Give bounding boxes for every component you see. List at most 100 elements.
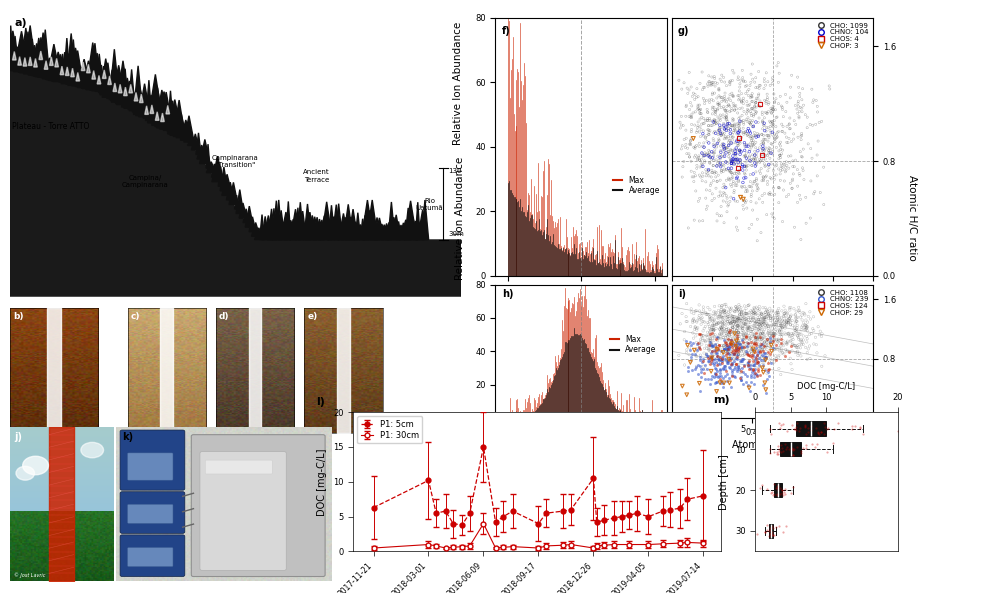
Point [721, 328, 737, 337]
Point [760, 307, 776, 316]
Point [730, 305, 746, 314]
Point [813, 331, 829, 341]
Point [713, 190, 729, 200]
Point [718, 126, 734, 135]
Point [748, 341, 763, 350]
Point [767, 98, 783, 107]
Point [737, 301, 752, 311]
Point [701, 130, 717, 139]
Point [792, 107, 807, 116]
Point [709, 366, 725, 376]
Point [728, 337, 744, 346]
Point [726, 319, 742, 329]
Point [671, 350, 687, 360]
Point [724, 159, 740, 168]
Point [741, 106, 756, 115]
Point [715, 317, 731, 327]
Polygon shape [62, 52, 68, 82]
Point [724, 327, 740, 336]
Point [770, 481, 786, 490]
Point [714, 324, 730, 334]
Point [713, 123, 729, 132]
Point [716, 134, 732, 144]
Point [712, 317, 728, 327]
Point [776, 487, 792, 497]
Point [746, 154, 761, 164]
Point [731, 328, 747, 337]
Polygon shape [197, 145, 206, 159]
Text: Rio
Uatumã: Rio Uatumã [416, 197, 443, 211]
Point [749, 107, 764, 116]
Point [708, 332, 724, 342]
Point [794, 334, 809, 344]
Point [746, 321, 761, 330]
Point [690, 339, 705, 348]
Point [733, 350, 749, 360]
Point [745, 116, 760, 125]
Point [760, 328, 776, 337]
Point [744, 182, 759, 192]
Point [720, 358, 736, 367]
Point [765, 104, 781, 114]
Point [845, 422, 860, 431]
Point [741, 318, 756, 327]
Point [700, 116, 716, 125]
Polygon shape [335, 203, 342, 240]
Point [748, 98, 763, 107]
Point [741, 101, 756, 110]
Point [759, 321, 775, 331]
Point [749, 317, 764, 327]
Point [685, 328, 700, 337]
Point [728, 329, 744, 338]
Point [798, 422, 813, 432]
Point [747, 177, 762, 187]
Point [749, 117, 764, 127]
Point [759, 95, 775, 104]
Point [729, 343, 745, 353]
Point [743, 314, 758, 324]
Point [775, 145, 791, 155]
Point [715, 167, 731, 176]
Point [796, 340, 811, 349]
Point [693, 345, 708, 354]
Point [697, 337, 713, 346]
Point [695, 309, 710, 318]
Point [783, 82, 799, 92]
Point [692, 162, 707, 172]
Point [741, 140, 756, 149]
Point [726, 158, 742, 167]
Point [696, 126, 711, 136]
Point [723, 317, 739, 327]
Point [723, 76, 739, 85]
Point [693, 350, 708, 360]
Point [733, 344, 749, 353]
Point [701, 114, 717, 123]
Point [745, 310, 760, 319]
Point [777, 489, 793, 499]
Point [770, 337, 786, 346]
Point [731, 114, 747, 123]
Point [724, 174, 740, 183]
Point [687, 95, 702, 104]
Point [774, 332, 790, 342]
Point [747, 154, 762, 163]
Point [799, 337, 814, 347]
Polygon shape [24, 31, 32, 74]
Point [749, 180, 764, 190]
Point [779, 339, 795, 348]
Point [722, 132, 738, 142]
Polygon shape [104, 63, 112, 96]
Point [714, 324, 730, 333]
Point [693, 104, 708, 114]
Polygon shape [361, 200, 374, 240]
Point [709, 336, 725, 346]
Point [709, 216, 725, 226]
Point [756, 313, 772, 323]
Point [717, 342, 733, 352]
Polygon shape [313, 217, 321, 240]
Point [775, 486, 791, 495]
Point [725, 154, 741, 164]
Point [774, 315, 790, 325]
Point [713, 167, 729, 177]
Point [762, 117, 778, 127]
